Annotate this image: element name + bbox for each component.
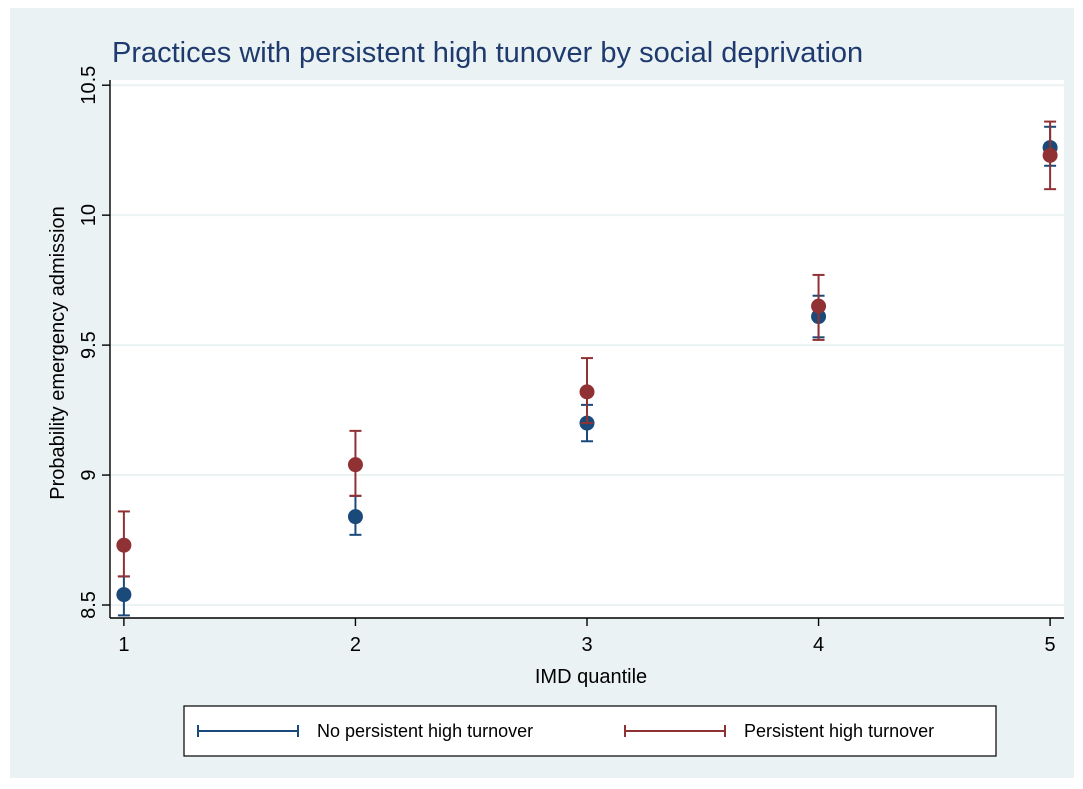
x-axis-label: IMD quantile [535,666,647,688]
data-point [347,457,363,473]
legend-box [183,705,997,757]
y-tick-label: 10.5 [78,66,100,105]
x-tick-label: 3 [581,634,592,656]
x-tick-label: 2 [350,634,361,656]
x-tick-label: 1 [118,634,129,656]
y-tick-label: 8.5 [78,591,100,619]
gridlines [110,84,1064,607]
chart-figure: Practices with persistent high tunover b… [10,8,1074,778]
data-series [116,120,1058,617]
data-point [116,537,132,553]
data-point [1042,147,1058,163]
x-tick-label: 5 [1045,634,1056,656]
y-axis-label: Probability emergency admission [47,206,69,499]
y-tick-label: 9 [78,469,100,480]
x-tick-label: 4 [813,634,824,656]
x-axis-ticks: 1 2 3 4 5 [118,618,1056,656]
data-point [811,298,827,314]
chart-title: Practices with persistent high tunover b… [112,37,863,69]
legend-item-1: No persistent high turnover [197,721,533,741]
legend-label: Persistent high turnover [744,721,934,741]
legend-item-2: Persistent high turnover [624,721,934,741]
legend: No persistent high turnover Persistent hi… [197,721,934,741]
y-axis-ticks: 8.5 9 9.5 10 10.5 [78,66,110,619]
data-point [347,509,363,525]
y-tick-label: 10 [78,204,100,226]
plot-area [110,80,1064,618]
series-2 [116,120,1058,578]
legend-label: No persistent high turnover [317,721,533,741]
chart-svg: Practices with persistent high tunover b… [47,37,1064,757]
data-point [116,587,132,603]
y-tick-label: 9.5 [78,331,100,359]
data-point [579,384,595,400]
